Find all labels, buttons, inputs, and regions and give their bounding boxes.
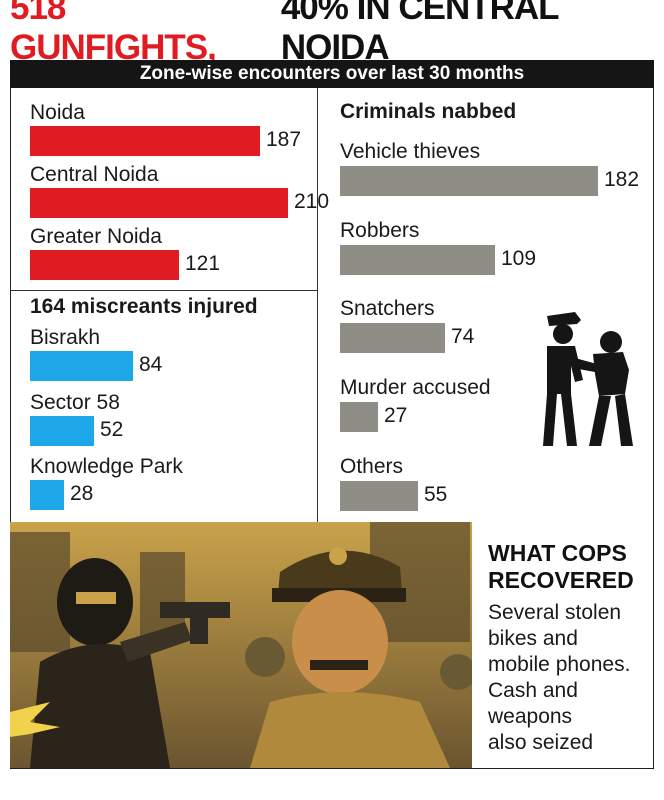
chart-2-category-label: Snatchers: [340, 297, 435, 320]
headline-part1: 518 GUNFIGHTS,: [10, 0, 217, 67]
headline: 518 GUNFIGHTS, 40% IN CENTRAL NOIDA: [0, 0, 664, 67]
chart-2-category-label: Vehicle thieves: [340, 140, 481, 163]
chart-2-value-label: 55: [424, 483, 448, 506]
cop-arresting-criminal-icon: [543, 312, 633, 446]
chart-1-bar: [30, 480, 64, 510]
chart-0-value-label: 121: [185, 252, 221, 275]
chart-0-bar: [30, 188, 288, 218]
chart-2-bar: [340, 402, 378, 432]
chart-1-value-label: 84: [139, 353, 163, 376]
chart-2-value-label: 27: [384, 404, 408, 427]
chart-0-category-label: Central Noida: [30, 163, 159, 186]
chart-1-bar: [30, 351, 133, 381]
chart-2-bar: [340, 481, 418, 511]
chart-1-title: 164 miscreants injured: [30, 295, 258, 318]
chart-2-value-label: 109: [501, 247, 537, 270]
chart-0-bar: [30, 250, 179, 280]
chart-1-category-label: Knowledge Park: [30, 455, 183, 478]
chart-1-bar: [30, 416, 94, 446]
chart-2-value-label: 74: [451, 325, 475, 348]
subtitle-banner: Zone-wise encounters over last 30 months: [10, 60, 654, 88]
recovered-title: WHAT COPS RECOVERED: [488, 540, 634, 593]
chart-1-value-label: 28: [70, 482, 94, 505]
chart-2-bar: [340, 323, 445, 353]
chart-2-value-label: 182: [604, 168, 640, 191]
chart-2-bar: [340, 166, 598, 196]
section-divider: [10, 290, 317, 291]
chart-1-category-label: Bisrakh: [30, 326, 101, 349]
headline-part2: 40% IN CENTRAL NOIDA: [280, 0, 559, 67]
recovered-text: Several stolen bikes and mobile phones. …: [488, 601, 631, 754]
encounter-illustration: [10, 522, 472, 768]
chart-frame: [10, 88, 654, 769]
chart-1-value-label: 52: [100, 418, 124, 441]
chart-0-bar: [30, 126, 260, 156]
chart-2-title: Criminals nabbed: [340, 100, 517, 123]
chart-2-category-label: Robbers: [340, 219, 420, 242]
chart-0-value-label: 210: [294, 190, 330, 213]
chart-0-value-label: 187: [266, 128, 302, 151]
column-divider: [317, 88, 318, 522]
chart-1-category-label: Sector 58: [30, 391, 120, 414]
chart-2-bar: [340, 245, 495, 275]
chart-2-category-label: Murder accused: [340, 376, 491, 399]
chart-2-category-label: Others: [340, 455, 404, 478]
chart-0-category-label: Greater Noida: [30, 225, 162, 248]
chart-0-category-label: Noida: [30, 101, 85, 124]
